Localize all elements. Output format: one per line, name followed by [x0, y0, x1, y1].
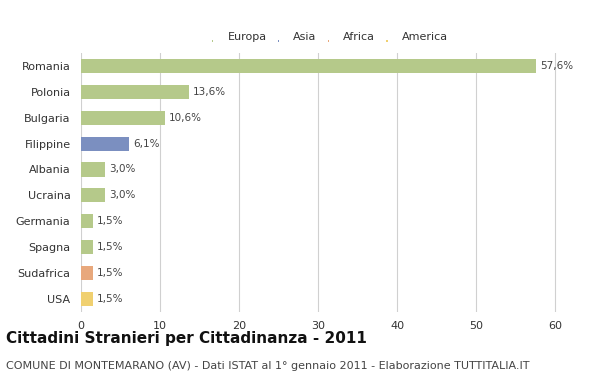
- Text: 3,0%: 3,0%: [109, 165, 135, 174]
- Bar: [81, 162, 105, 177]
- Text: Cittadini Stranieri per Cittadinanza - 2011: Cittadini Stranieri per Cittadinanza - 2…: [6, 331, 367, 345]
- Text: COMUNE DI MONTEMARANO (AV) - Dati ISTAT al 1° gennaio 2011 - Elaborazione TUTTIT: COMUNE DI MONTEMARANO (AV) - Dati ISTAT …: [6, 361, 530, 371]
- Bar: [81, 85, 188, 99]
- Bar: [81, 111, 165, 125]
- Text: 3,0%: 3,0%: [109, 190, 135, 200]
- Bar: [81, 214, 93, 228]
- Bar: [81, 291, 93, 306]
- Text: 6,1%: 6,1%: [133, 139, 160, 149]
- Legend: Europa, Asia, Africa, America: Europa, Asia, Africa, America: [212, 32, 448, 43]
- Text: 13,6%: 13,6%: [193, 87, 226, 97]
- Bar: [81, 266, 93, 280]
- Text: 10,6%: 10,6%: [169, 113, 202, 123]
- Text: 57,6%: 57,6%: [540, 61, 574, 71]
- Text: 1,5%: 1,5%: [97, 242, 124, 252]
- Bar: [81, 240, 93, 254]
- Text: 1,5%: 1,5%: [97, 268, 124, 278]
- Text: 1,5%: 1,5%: [97, 294, 124, 304]
- Bar: [81, 59, 536, 73]
- Bar: [81, 136, 129, 151]
- Bar: [81, 188, 105, 203]
- Text: 1,5%: 1,5%: [97, 216, 124, 226]
